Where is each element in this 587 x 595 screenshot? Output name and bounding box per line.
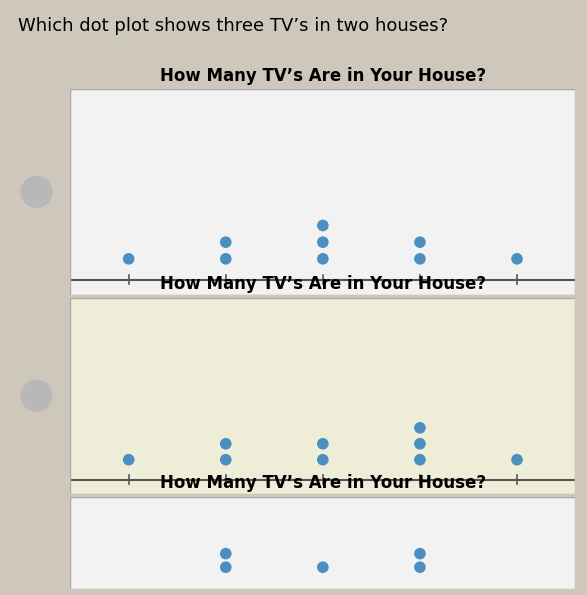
Point: [415, 423, 424, 433]
Point: [318, 439, 328, 449]
Point: [415, 237, 424, 247]
Point: [221, 455, 231, 465]
Point: [415, 549, 424, 558]
Point: [221, 439, 231, 449]
Point: [512, 254, 522, 264]
Title: How Many TV’s Are in Your House?: How Many TV’s Are in Your House?: [160, 474, 486, 493]
Point: [221, 562, 231, 572]
Point: [318, 254, 328, 264]
Title: How Many TV’s Are in Your House?: How Many TV’s Are in Your House?: [160, 275, 486, 293]
Point: [415, 562, 424, 572]
Text: Which dot plot shows three TV’s in two houses?: Which dot plot shows three TV’s in two h…: [18, 17, 448, 35]
Point: [415, 455, 424, 465]
Point: [221, 237, 231, 247]
Point: [124, 254, 133, 264]
Point: [221, 549, 231, 558]
Point: [318, 221, 328, 230]
Point: [124, 455, 133, 465]
Point: [221, 254, 231, 264]
Point: [318, 237, 328, 247]
Title: How Many TV’s Are in Your House?: How Many TV’s Are in Your House?: [160, 67, 486, 85]
Point: [415, 439, 424, 449]
Point: [415, 254, 424, 264]
Point: [318, 455, 328, 465]
Point: [512, 455, 522, 465]
Point: [318, 562, 328, 572]
